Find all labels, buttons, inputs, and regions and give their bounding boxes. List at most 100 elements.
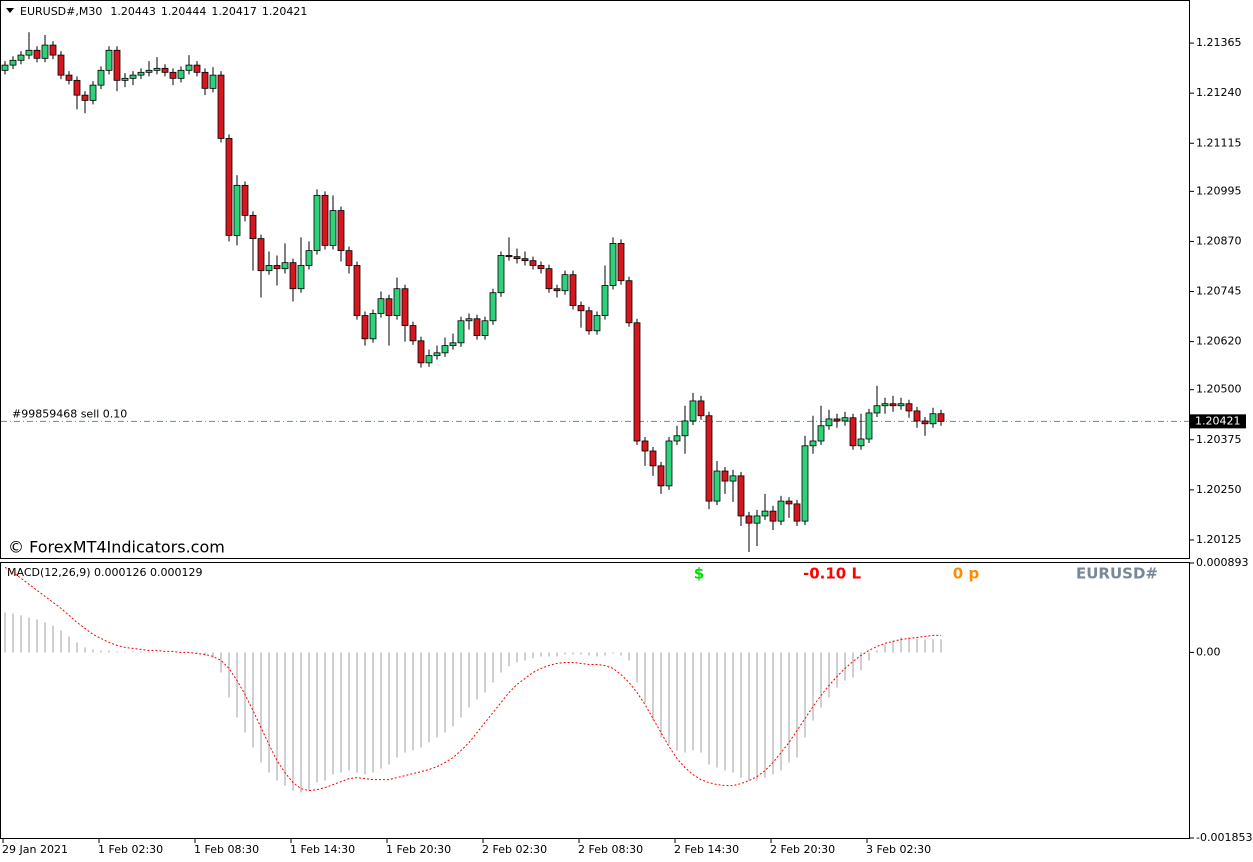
candle-body	[161, 67, 169, 73]
candle-body	[257, 238, 265, 272]
candle-body	[873, 405, 881, 414]
candle-body	[849, 417, 857, 447]
candle-body	[73, 79, 81, 96]
quote-low: 1.20417	[211, 5, 257, 18]
candle-body	[929, 413, 937, 425]
candle-body	[473, 318, 481, 336]
candle-body	[321, 194, 329, 246]
candle-body	[561, 274, 569, 292]
candle-body	[585, 310, 593, 332]
candle-body	[169, 71, 177, 79]
candle-body	[49, 44, 57, 56]
candle-body	[489, 292, 497, 322]
candle-body	[825, 418, 833, 427]
candle-body	[641, 440, 649, 452]
y-tick-label: 0.00	[1196, 645, 1221, 658]
candle-body	[105, 49, 113, 71]
candle-body	[609, 243, 617, 286]
candle-body	[9, 59, 17, 66]
candle-body	[17, 54, 25, 61]
indicator-label: 0 p	[953, 565, 980, 583]
watermark: © ForexMT4Indicators.com	[8, 538, 225, 557]
indicator-label: -0.10 L	[803, 565, 861, 583]
candle-body	[337, 210, 345, 252]
candle-body	[649, 450, 657, 467]
x-tick-label: 2 Feb 14:30	[674, 843, 739, 856]
candle-body	[505, 255, 513, 258]
candle-body	[529, 260, 537, 266]
candle-body	[345, 250, 353, 266]
candle-body	[305, 250, 313, 266]
x-tick-label: 1 Feb 08:30	[194, 843, 259, 856]
quote-high: 1.20444	[161, 5, 207, 18]
candle-body	[625, 280, 633, 324]
candle-body	[697, 400, 705, 417]
candle-body	[785, 500, 793, 505]
x-tick-label: 2 Feb 20:30	[770, 843, 835, 856]
candle-body	[409, 325, 417, 342]
candle-body	[481, 320, 489, 336]
candle-body	[329, 210, 337, 246]
candle-body	[761, 510, 769, 517]
y-tick-label: 1.21240	[1196, 86, 1242, 99]
candle-body	[185, 64, 193, 71]
candle-body	[297, 265, 305, 290]
candle-body	[801, 445, 809, 522]
header: EURUSD#,M30 1.20443 1.20444 1.20417 1.20421	[20, 5, 307, 18]
x-tick-label: 2 Feb 08:30	[578, 843, 643, 856]
x-tick-label: 1 Feb 20:30	[386, 843, 451, 856]
candle-body	[881, 403, 889, 407]
candle-body	[905, 403, 913, 412]
candle-body	[209, 74, 217, 89]
candle-body	[81, 94, 89, 101]
candle-body	[129, 74, 137, 79]
candle-body	[33, 49, 41, 59]
bid-tag	[1190, 414, 1246, 429]
candle-body	[113, 49, 121, 81]
candle-body	[401, 288, 409, 326]
x-tick-label: 1 Feb 14:30	[290, 843, 355, 856]
candle-body	[841, 417, 849, 422]
candle-body	[225, 138, 233, 236]
candle-body	[361, 315, 369, 340]
candle-body	[601, 285, 609, 316]
candle-body	[513, 256, 521, 260]
candle-body	[1, 64, 9, 71]
candle-body	[889, 403, 897, 407]
candle-body	[265, 265, 273, 272]
candle-body	[897, 403, 905, 407]
candle-body	[569, 274, 577, 306]
candle-body	[353, 265, 361, 316]
candle-body	[457, 320, 465, 344]
candle-body	[369, 313, 377, 340]
candle-body	[249, 214, 257, 240]
macd-window	[0, 562, 1190, 839]
x-tick-label: 1 Feb 02:30	[98, 843, 163, 856]
candle-body	[177, 69, 185, 79]
y-tick-label: 1.20995	[1196, 184, 1242, 197]
candle-body	[665, 440, 673, 487]
y-tick-label: 1.20870	[1196, 234, 1242, 247]
macd-title: MACD(12,26,9) 0.000126 0.000129	[7, 566, 203, 579]
candle-body	[793, 503, 801, 522]
candle-body	[921, 420, 929, 425]
y-tick-label: 1.21365	[1196, 36, 1242, 49]
y-tick-label: 0.000893	[1196, 556, 1249, 569]
candle-body	[673, 435, 681, 442]
x-tick-label: 2 Feb 02:30	[482, 843, 547, 856]
candle-body	[777, 500, 785, 522]
y-tick-label: 1.20745	[1196, 285, 1242, 298]
y-tick-label: 1.20500	[1196, 383, 1242, 396]
quote-open: 1.20443	[110, 5, 156, 18]
candle-body	[153, 67, 161, 71]
candle-body	[65, 74, 73, 81]
candle-body	[833, 418, 841, 422]
candle-body	[633, 322, 641, 442]
candle-body	[497, 255, 505, 294]
y-tick-label: 1.20250	[1196, 483, 1242, 496]
symbol: EURUSD#,M30	[20, 5, 102, 18]
candle-body	[865, 412, 873, 440]
